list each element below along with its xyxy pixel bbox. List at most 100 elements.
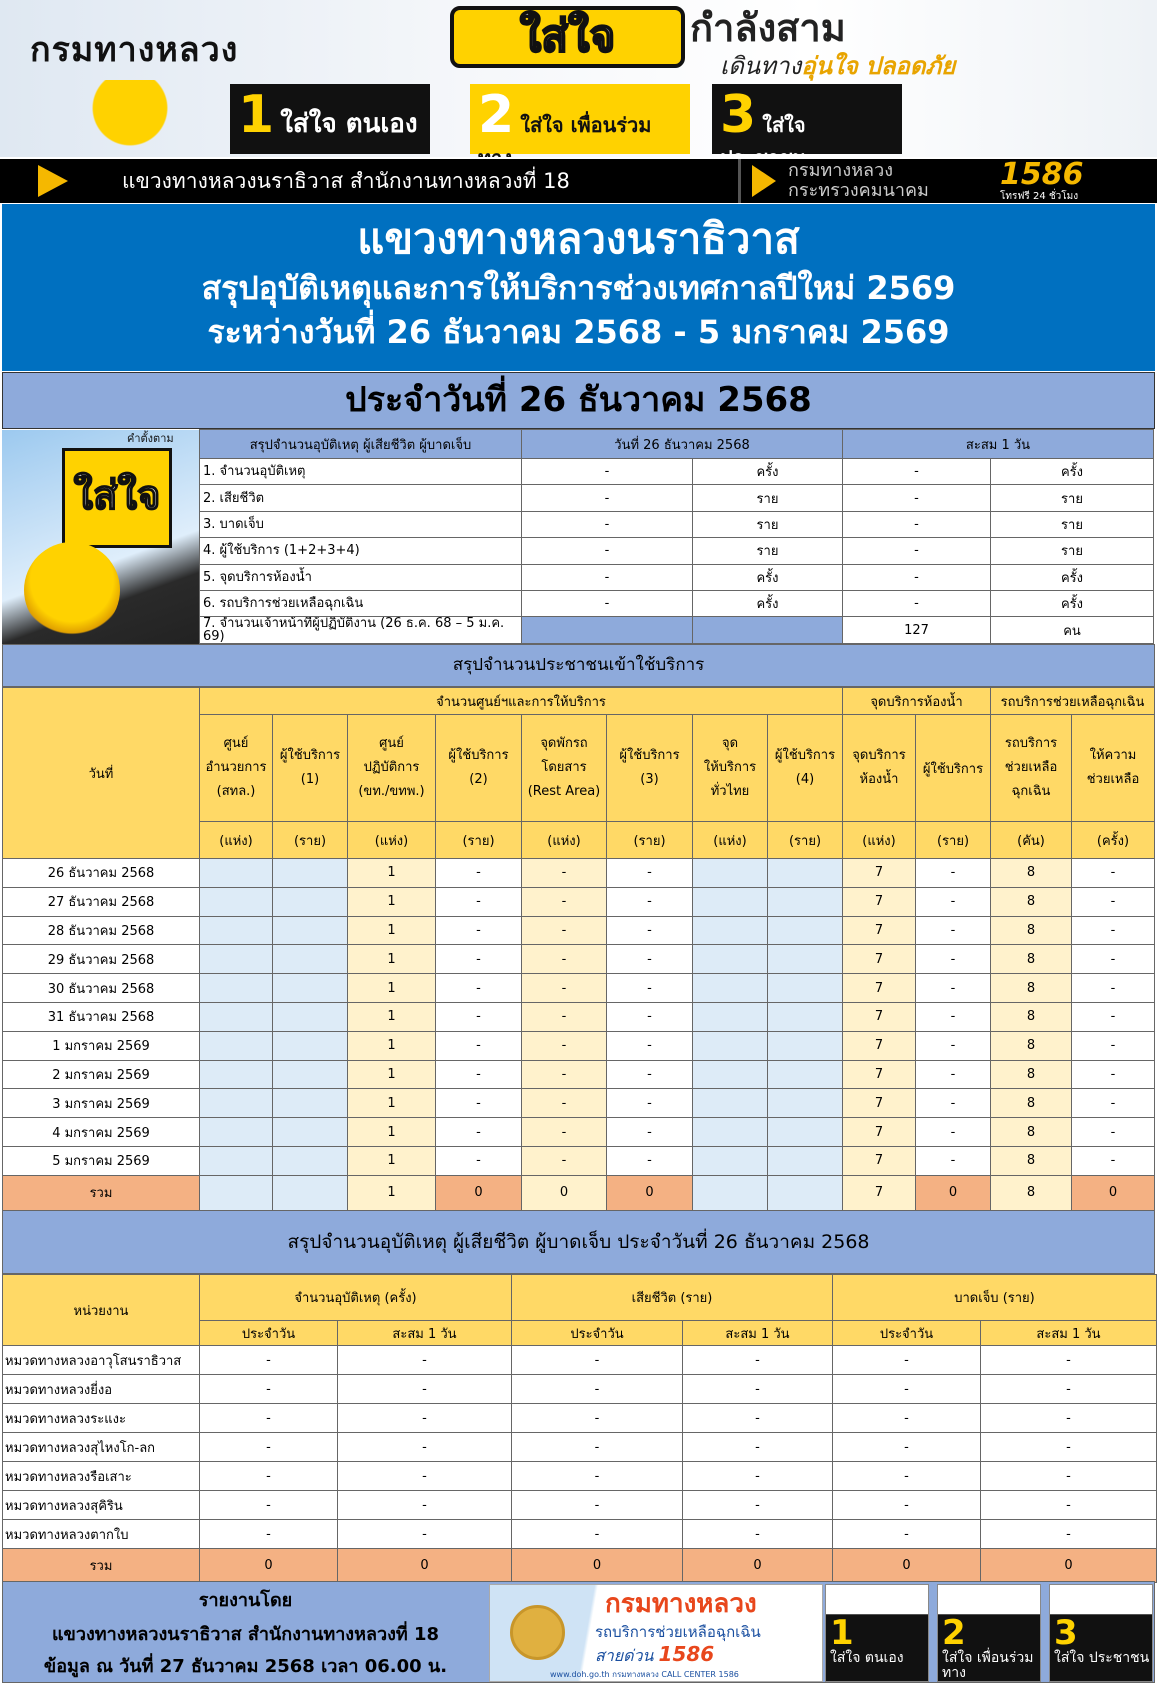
value-cell: 8 [990,1030,1072,1061]
ad-web: www.doh.go.th กรมทางหลวง CALL CENTER 158… [550,1670,739,1679]
table-row: หมวดทางหลวงระแงะ - - - - - - [2,1403,1157,1433]
report-title: แขวงทางหลวงนราธิวาส สรุปอุบัติเหตุและการ… [2,204,1155,371]
day-unit: ครั้ง [692,563,843,591]
value-cell: - [511,1345,683,1375]
column-header: สะสม 1 วัน [980,1320,1157,1346]
value-cell: 7 [842,1059,916,1090]
column-header: ผู้ใช้บริการ (4) [767,714,843,822]
row-label: 6. รถบริการช่วยเหลือฉุกเฉิน [199,589,522,618]
value-cell: - [606,944,693,975]
unit-header: (แห่ง) [692,821,768,859]
unit-header: (แห่ง) [347,821,436,859]
column-header: จุดพักรถ โดยสาร (Rest Area) [521,714,607,822]
total-value: 0 [980,1548,1157,1583]
value-cell: - [521,886,607,917]
date-header: วันที่ [2,687,200,859]
table-row: 29 ธันวาคม 2568 1- - -7-8- [2,944,1155,975]
total-value [199,1174,273,1211]
table-row: 2 มกราคม 2569 1- - -7-8- [2,1059,1155,1090]
cumulative-value: - [842,510,991,539]
column-header: สะสม 1 วัน [842,429,1154,459]
value-cell: - [980,1490,1157,1520]
cumulative-value: - [842,537,991,565]
value-cell: 1 [347,915,436,946]
value-cell: - [521,1088,607,1119]
value-cell: - [606,1030,693,1061]
value-cell: - [199,1345,338,1375]
total-row: รวม 1 0 0 0 7 0 8 0 [2,1174,1155,1211]
summary-table: สรุปจำนวนอุบัติเหตุ ผู้เสียชีวิต ผู้บาดเ… [199,429,1154,645]
table-row: 4. ผู้ใช้บริการ (1+2+3+4) - ราย - ราย [199,537,1154,565]
value-cell: - [511,1519,683,1549]
unit-cell: หมวดทางหลวงสุไหงโก-ลก [2,1432,200,1462]
cumulative-unit: ราย [990,484,1154,512]
group-header-row: วันที่ จำนวนศูนย์ฯและการให้บริการ จุดบริกา… [2,687,1155,859]
value-cell: - [435,1001,522,1032]
value-cell: 1 [347,1059,436,1090]
column-header: ให้ความ ช่วยเหลือ [1071,714,1155,822]
total-value [692,1174,768,1211]
doh-seal-icon [510,1605,565,1660]
row-label: 5. จุดบริการห้องน้ำ [199,563,522,591]
value-cell [767,1059,843,1090]
table-row: หมวดทางหลวงตากใบ - - - - - - [2,1519,1157,1549]
value-cell [692,973,768,1003]
value-cell: - [521,858,607,888]
title-line-1: แขวงทางหลวงนราธิวาส [357,214,800,263]
column-header: สะสม 1 วัน [337,1320,512,1346]
cumulative-unit: ราย [990,537,1154,565]
value-cell [272,858,348,888]
value-cell [199,1059,273,1090]
accident-table: หน่วยงาน จำนวนอุบัติเหตุ (ครั้ง) เสียชีวิต… [2,1274,1157,1583]
column-header: ประจำวัน [511,1320,683,1346]
value-cell: - [832,1519,981,1549]
value-cell: - [337,1461,512,1491]
value-cell: - [682,1432,833,1462]
value-cell: - [832,1461,981,1491]
unit-header: (ราย) [272,821,348,859]
value-cell: - [521,1059,607,1090]
value-cell: - [915,944,991,975]
value-cell: 1 [347,944,436,975]
value-cell: - [1071,973,1155,1003]
report-date: ประจำวันที่ 26 ธันวาคม 2568 [2,372,1155,429]
column-header: ประจำวัน [832,1320,981,1346]
value-cell: - [435,1088,522,1119]
column-header: วันที่ 26 ธันวาคม 2568 [521,429,843,459]
value-cell [199,1030,273,1061]
group-header: จำนวนศูนย์ฯและการให้บริการ [199,687,843,715]
total-label: รวม [2,1548,200,1583]
value-cell [272,1145,348,1176]
day-value: - [521,457,693,486]
value-cell: 7 [842,886,916,917]
value-cell: - [606,973,693,1003]
date-cell: 3 มกราคม 2569 [2,1088,200,1119]
unit-row: (แห่ง) (ราย) (แห่ง) (ราย) (แห่ง) (ราย) (แห่ง)(… [3,821,1155,859]
value-cell: - [682,1374,833,1404]
value-cell: 8 [990,973,1072,1003]
group-header: เสียชีวิต (ราย) [511,1274,833,1321]
value-cell: - [682,1403,833,1433]
row-label: 1. จำนวนอุบัติเหตุ [199,457,522,486]
row-label: 2. เสียชีวิต [199,484,522,512]
value-cell [272,1088,348,1119]
value-cell: - [435,1117,522,1147]
value-cell: 1 [347,1145,436,1176]
cumulative-value: - [842,589,991,618]
cumulative-unit: ราย [990,510,1154,539]
total-value: 7 [842,1174,916,1211]
value-cell: - [521,915,607,946]
day-value: - [521,484,693,512]
value-cell: 8 [990,886,1072,917]
value-cell: - [511,1490,683,1520]
point-1: 1 ใส่ใจ ตนเอง [230,84,430,154]
doh-logo: กรมทางหลวง [30,30,239,70]
cumulative-unit: คน [990,616,1154,645]
value-cell: - [980,1432,1157,1462]
unit-header: (คัน) [990,821,1072,859]
cumulative-value: 127 [842,616,991,645]
hotline-number: 1586 [1000,157,1084,192]
value-cell [199,1001,273,1032]
unit-header: (ครั้ง) [1071,821,1155,859]
value-cell [767,1088,843,1119]
